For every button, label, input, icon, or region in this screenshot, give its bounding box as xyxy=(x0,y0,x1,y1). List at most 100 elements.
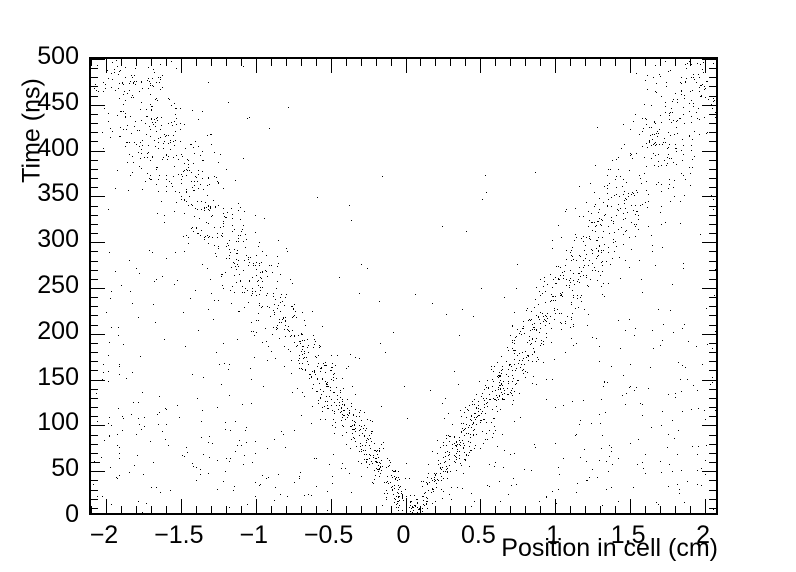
scatter-point xyxy=(417,507,418,508)
scatter-point xyxy=(305,370,306,371)
scatter-point xyxy=(467,409,468,410)
scatter-point xyxy=(302,354,303,355)
scatter-point xyxy=(164,215,165,216)
scatter-point xyxy=(293,309,294,310)
scatter-point xyxy=(612,160,613,161)
scatter-point xyxy=(532,339,533,340)
scatter-point xyxy=(332,367,333,368)
scatter-point xyxy=(398,510,399,511)
scatter-point xyxy=(504,390,505,391)
scatter-point xyxy=(383,448,384,449)
scatter-point xyxy=(173,135,174,136)
x-minor-tick-top xyxy=(166,59,167,66)
scatter-point xyxy=(143,474,144,475)
scatter-point xyxy=(118,335,119,336)
y-minor-tick xyxy=(91,416,98,417)
scatter-point xyxy=(672,420,673,421)
scatter-point xyxy=(299,355,300,356)
scatter-point xyxy=(597,477,598,478)
scatter-point xyxy=(551,300,552,301)
scatter-point xyxy=(647,75,648,76)
scatter-point xyxy=(123,111,124,112)
scatter-point xyxy=(176,124,177,125)
scatter-point xyxy=(458,384,459,385)
scatter-point xyxy=(208,237,209,238)
scatter-point xyxy=(311,495,312,496)
x-major-tick xyxy=(106,499,107,513)
scatter-point xyxy=(665,142,666,143)
scatter-point xyxy=(579,267,580,268)
scatter-point xyxy=(355,441,356,442)
scatter-point xyxy=(500,385,501,386)
scatter-point xyxy=(665,222,666,223)
scatter-point xyxy=(580,276,581,277)
scatter-point xyxy=(372,431,373,432)
scatter-point xyxy=(185,346,186,347)
scatter-point xyxy=(160,79,161,80)
scatter-point xyxy=(195,208,196,209)
scatter-point xyxy=(474,413,475,414)
scatter-point xyxy=(594,267,595,268)
scatter-point xyxy=(444,462,445,463)
scatter-point xyxy=(659,144,660,145)
scatter-point xyxy=(543,321,544,322)
scatter-point xyxy=(256,332,257,333)
scatter-point xyxy=(697,118,698,119)
scatter-point xyxy=(532,361,533,362)
scatter-point xyxy=(196,467,197,468)
scatter-point xyxy=(701,468,702,469)
scatter-point xyxy=(584,250,585,251)
scatter-point xyxy=(440,447,441,448)
scatter-point xyxy=(633,210,634,211)
scatter-point xyxy=(186,189,187,190)
scatter-point xyxy=(222,274,223,275)
scatter-point xyxy=(715,117,716,118)
scatter-point xyxy=(529,340,530,341)
scatter-point xyxy=(398,489,399,490)
x-minor-tick-top xyxy=(420,59,421,66)
scatter-point xyxy=(376,451,377,452)
scatter-point xyxy=(395,479,396,480)
scatter-point xyxy=(208,223,209,224)
scatter-point xyxy=(344,405,345,406)
scatter-point xyxy=(139,424,140,425)
scatter-point xyxy=(701,96,702,97)
scatter-point xyxy=(607,188,608,189)
scatter-point xyxy=(558,278,559,279)
x-minor-tick-top xyxy=(540,59,541,66)
scatter-point xyxy=(519,333,520,334)
x-minor-tick xyxy=(600,506,601,513)
y-major-tick-right xyxy=(702,151,716,152)
scatter-point xyxy=(599,346,600,347)
scatter-point xyxy=(648,226,649,227)
scatter-point xyxy=(538,316,539,317)
scatter-point xyxy=(160,137,161,138)
scatter-point xyxy=(642,415,643,416)
scatter-point xyxy=(361,449,362,450)
scatter-point xyxy=(180,123,181,124)
scatter-point xyxy=(506,374,507,375)
scatter-point xyxy=(240,219,241,220)
scatter-point xyxy=(684,502,685,503)
y-minor-tick xyxy=(91,490,98,491)
scatter-point xyxy=(460,442,461,443)
scatter-point xyxy=(461,465,462,466)
scatter-point xyxy=(481,288,482,289)
scatter-point xyxy=(614,251,615,252)
scatter-point xyxy=(350,448,351,449)
scatter-point xyxy=(325,365,326,366)
scatter-point xyxy=(450,436,451,437)
scatter-point xyxy=(410,502,411,503)
scatter-point xyxy=(158,179,159,180)
x-minor-tick xyxy=(435,506,436,513)
scatter-point xyxy=(217,407,218,408)
scatter-point xyxy=(464,445,465,446)
scatter-point xyxy=(667,148,668,149)
scatter-point xyxy=(565,265,566,266)
scatter-point xyxy=(427,477,428,478)
scatter-point xyxy=(150,136,151,137)
scatter-point xyxy=(498,375,499,376)
scatter-point xyxy=(481,396,482,397)
scatter-point xyxy=(550,301,551,302)
scatter-point xyxy=(229,255,230,256)
